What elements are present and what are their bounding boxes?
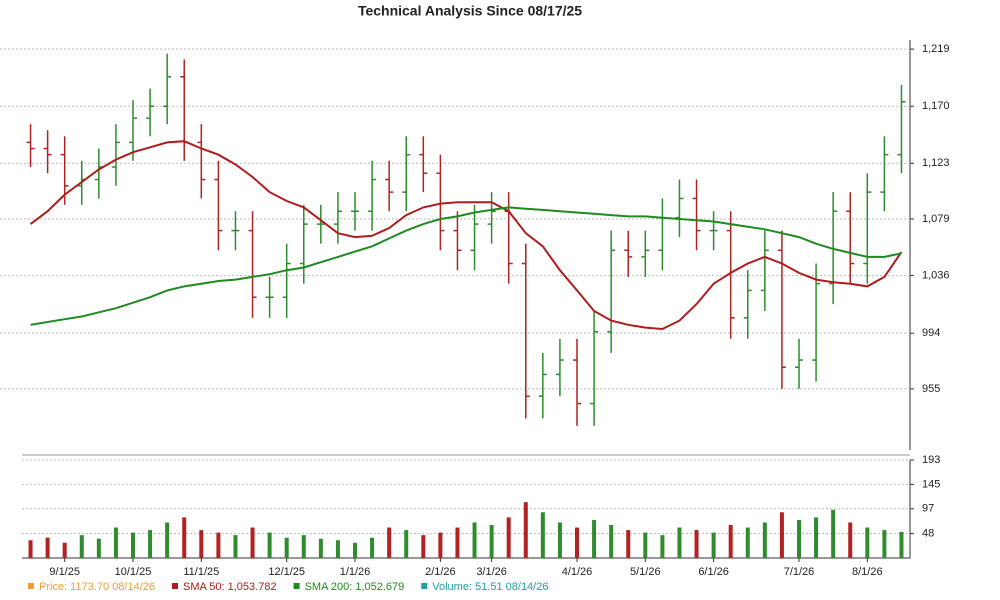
x-tick-label: 8/1/26 — [852, 566, 883, 578]
x-tick-label: 9/1/25 — [49, 566, 80, 578]
volume-bar — [660, 535, 665, 558]
legend-swatch — [28, 583, 34, 589]
volume-bar — [797, 519, 801, 558]
volume-tick-label: 48 — [922, 528, 934, 540]
volume-tick-label: 193 — [922, 454, 940, 466]
volume-bar — [79, 535, 84, 558]
volume-bar — [233, 535, 238, 558]
volume-bar — [831, 509, 836, 558]
y-tick-label: 1,123 — [922, 157, 950, 169]
volume-bar — [113, 527, 118, 558]
volume-bar — [267, 532, 272, 558]
volume-bar — [301, 535, 306, 558]
volume-bar — [557, 522, 562, 558]
sma-line — [30, 206, 902, 326]
volume-bar — [865, 527, 870, 558]
volume-bar — [182, 517, 187, 558]
volume-bar — [540, 512, 545, 558]
volume-bar — [762, 522, 767, 558]
y-tick-label: 1,079 — [922, 213, 950, 225]
legend-label: SMA 200: 1,052.679 — [305, 581, 405, 593]
volume-bar — [677, 527, 682, 558]
volume-bar — [711, 532, 716, 558]
volume-bar — [45, 537, 50, 558]
volume-bar — [523, 502, 528, 558]
volume-bar — [404, 530, 409, 558]
volume-bar — [592, 519, 597, 558]
volume-bar — [506, 517, 511, 558]
y-tick-label: 1,219 — [922, 43, 950, 55]
volume-bar — [370, 537, 375, 558]
volume-bar — [489, 524, 494, 558]
x-tick-label: 7/1/26 — [784, 566, 815, 578]
volume-bar — [165, 522, 170, 558]
sma-line — [29, 140, 903, 331]
legend-swatch — [293, 583, 300, 589]
volume-bar — [284, 537, 289, 558]
volume-bar — [626, 530, 631, 558]
legend-swatch — [421, 583, 428, 589]
volume-bar — [455, 527, 460, 558]
volume-bar — [28, 540, 33, 558]
volume-bar — [387, 527, 392, 558]
volume-tick-label: 145 — [922, 478, 940, 490]
volume-bar — [745, 527, 750, 558]
y-tick-label: 1,170 — [922, 100, 950, 112]
volume-bar — [216, 532, 221, 558]
chart-title: Technical Analysis Since 08/17/25 — [358, 3, 582, 19]
x-tick-label: 4/1/26 — [562, 566, 593, 578]
legend-label: SMA 50: 1,053.782 — [183, 581, 277, 593]
volume-bar — [199, 530, 204, 558]
volume-bar — [575, 527, 579, 558]
legend-label: Volume: 51.51 08/14/26 — [432, 581, 548, 593]
volume-bar — [848, 522, 853, 558]
x-tick-label: 11/1/25 — [183, 566, 219, 578]
legend-swatch — [172, 583, 178, 589]
volume-bar — [96, 538, 101, 558]
x-tick-label: 12/1/25 — [268, 566, 305, 578]
volume-bar — [472, 522, 477, 558]
x-tick-label: 6/1/26 — [698, 566, 729, 578]
volume-bar — [62, 542, 67, 558]
volume-tick-label: 97 — [922, 503, 934, 515]
y-tick-label: 955 — [922, 383, 940, 395]
volume-bar — [250, 527, 255, 558]
volume-bar — [131, 532, 135, 558]
x-tick-label: 2/1/26 — [425, 566, 456, 578]
x-tick-label: 10/1/25 — [115, 566, 152, 578]
x-tick-label: 3/1/26 — [476, 566, 507, 578]
legend-label: Price: 1173.70 08/14/26 — [39, 581, 155, 593]
x-tick-label: 5/1/26 — [630, 566, 661, 578]
volume-bar — [421, 535, 426, 558]
volume-bar — [609, 524, 614, 558]
volume-bar — [694, 530, 699, 558]
volume-bar — [779, 512, 784, 558]
volume-bar — [882, 530, 887, 558]
volume-bar — [148, 530, 153, 558]
y-tick-label: 994 — [922, 327, 940, 339]
volume-bar — [353, 542, 357, 558]
volume-bar — [335, 540, 340, 558]
volume-bar — [899, 531, 904, 558]
x-tick-label: 1/1/26 — [340, 566, 371, 578]
volume-bar — [318, 538, 323, 558]
y-tick-label: 1,036 — [922, 269, 950, 281]
volume-bar — [643, 532, 648, 558]
volume-bar — [438, 532, 443, 558]
volume-bar — [728, 524, 733, 558]
volume-bar — [814, 517, 819, 558]
